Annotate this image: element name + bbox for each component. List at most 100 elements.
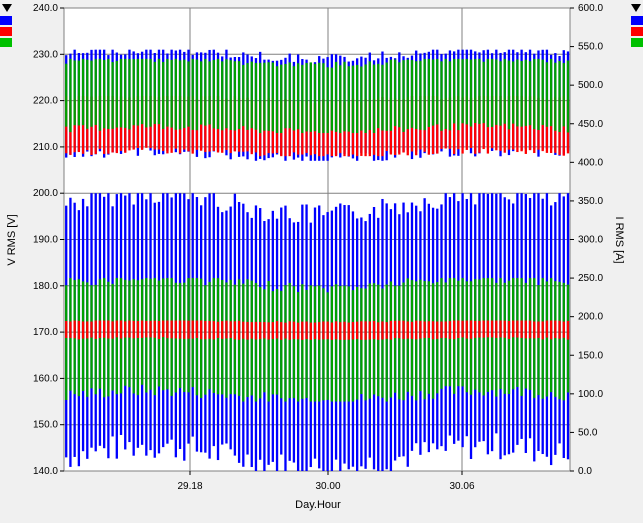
series-mark	[94, 320, 97, 339]
series-mark	[562, 63, 565, 127]
series-mark	[410, 60, 414, 128]
series-mark	[360, 321, 363, 340]
series-mark	[157, 58, 161, 125]
series-mark	[267, 281, 270, 402]
series-mark	[313, 322, 317, 340]
series-mark	[465, 320, 468, 339]
right-tick-label: 200.0	[578, 312, 603, 323]
series-mark	[103, 60, 106, 129]
series-mark	[566, 60, 570, 133]
series-mark	[111, 62, 114, 129]
legend-right-swatch-green[interactable]	[631, 38, 643, 47]
series-mark	[237, 320, 241, 340]
series-mark	[153, 61, 156, 124]
legend-left-dropdown-arrow-icon[interactable]	[2, 4, 12, 12]
series-mark	[242, 64, 245, 127]
series-mark	[119, 320, 123, 339]
legend-left-swatch-green[interactable]	[0, 38, 12, 47]
series-mark	[431, 283, 435, 399]
legend-right-swatch-blue[interactable]	[631, 16, 643, 25]
series-mark	[490, 58, 494, 127]
series-mark	[507, 321, 511, 339]
series-mark	[166, 320, 169, 339]
series-mark	[288, 321, 291, 340]
series-mark	[377, 322, 380, 340]
series-mark	[174, 320, 178, 339]
series-mark	[465, 58, 468, 125]
series-mark	[178, 60, 182, 130]
series-right-4	[65, 320, 570, 340]
series-mark	[212, 59, 215, 129]
series-mark	[482, 320, 485, 338]
series-mark	[431, 321, 435, 340]
series-mark	[229, 60, 232, 130]
series-mark	[452, 58, 456, 124]
series-mark	[271, 62, 274, 132]
series-mark	[183, 59, 186, 128]
series-mark	[478, 58, 481, 124]
series-mark	[554, 281, 557, 397]
series-mark	[402, 282, 405, 401]
series-mark	[469, 59, 473, 127]
series-mark	[444, 321, 447, 338]
series-mark	[191, 320, 194, 339]
series-mark	[398, 285, 401, 400]
right-tick-label: 600.0	[578, 3, 603, 14]
series-mark	[225, 59, 228, 129]
series-mark	[533, 321, 536, 339]
legend-left-swatch-red[interactable]	[0, 27, 12, 36]
series-mark	[296, 322, 300, 340]
legend-right-swatch-red[interactable]	[631, 27, 643, 36]
series-mark	[406, 59, 409, 130]
series-mark	[221, 61, 224, 131]
legend-left-swatch-blue[interactable]	[0, 16, 12, 25]
series-mark	[347, 66, 350, 132]
series-mark	[292, 66, 296, 131]
series-mark	[174, 58, 178, 130]
series-mark	[250, 322, 253, 339]
series-mark	[280, 322, 283, 340]
series-mark	[516, 320, 519, 338]
series-mark	[212, 321, 215, 340]
series-mark	[301, 321, 304, 340]
series-mark	[554, 320, 557, 339]
right-tick-label: 400.0	[578, 157, 603, 168]
series-mark	[343, 321, 346, 340]
series-mark	[545, 62, 549, 127]
series-mark	[191, 58, 194, 130]
series-mark	[275, 321, 279, 339]
legend-right-dropdown-arrow-icon[interactable]	[631, 4, 641, 12]
series-mark	[140, 320, 144, 338]
series-mark	[254, 282, 258, 402]
series-mark	[305, 321, 308, 340]
left-tick-label: 230.0	[33, 49, 58, 60]
series-left-2	[65, 58, 570, 134]
series-mark	[149, 320, 152, 338]
series-mark	[528, 61, 532, 126]
series-mark	[115, 320, 118, 338]
series-mark	[360, 288, 363, 395]
series-mark	[541, 321, 544, 340]
series-mark	[368, 61, 371, 130]
series-mark	[356, 321, 359, 339]
series-mark	[377, 284, 380, 397]
series-mark	[199, 61, 203, 125]
series-mark	[309, 285, 312, 402]
series-mark	[86, 282, 89, 397]
series-mark	[77, 320, 81, 340]
series-mark	[393, 285, 397, 393]
series-mark	[423, 58, 426, 131]
series-mark	[301, 64, 304, 134]
series-mark	[90, 60, 93, 127]
right-tick-label: 450.0	[578, 119, 603, 130]
series-mark	[503, 58, 506, 124]
series-mark	[461, 97, 464, 154]
series-mark	[162, 320, 165, 338]
series-mark	[318, 322, 321, 340]
series-mark	[385, 322, 388, 339]
series-mark	[119, 58, 123, 128]
series-mark	[233, 321, 237, 340]
series-mark	[461, 320, 464, 338]
right-tick-label: 500.0	[578, 80, 603, 91]
series-mark	[343, 285, 346, 402]
